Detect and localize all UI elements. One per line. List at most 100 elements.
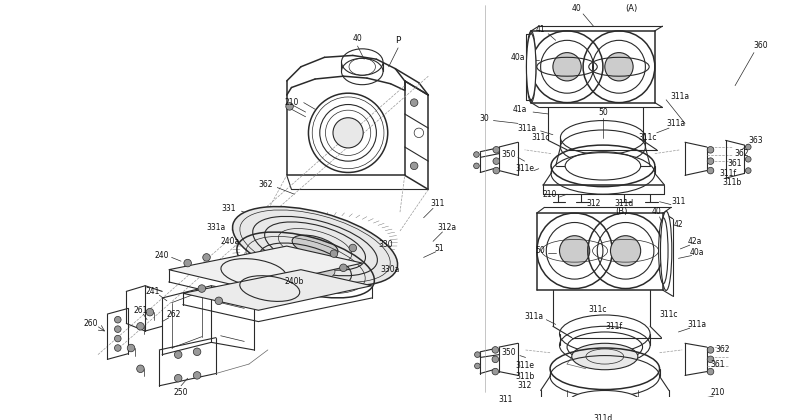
Text: 42: 42 (674, 220, 683, 229)
Text: 240b: 240b (285, 278, 304, 286)
Text: 311a: 311a (670, 92, 690, 102)
Text: 311: 311 (671, 197, 686, 206)
Text: (B): (B) (616, 207, 628, 215)
Text: 350: 350 (502, 348, 516, 357)
Text: 360: 360 (754, 42, 768, 50)
Text: 41: 41 (536, 24, 546, 34)
Circle shape (474, 163, 479, 169)
Text: 311f: 311f (719, 169, 736, 178)
Text: 210: 210 (284, 98, 298, 107)
Text: 40a: 40a (510, 53, 526, 62)
Text: 362: 362 (734, 149, 749, 158)
Ellipse shape (569, 391, 641, 413)
Text: P: P (395, 36, 401, 45)
Circle shape (174, 351, 182, 358)
Text: 362: 362 (715, 345, 730, 354)
Circle shape (137, 323, 144, 330)
Text: 30: 30 (479, 114, 489, 123)
Circle shape (493, 147, 499, 153)
Ellipse shape (526, 34, 536, 100)
Text: 311c: 311c (588, 305, 606, 314)
Text: 311a: 311a (525, 312, 543, 321)
Text: 261: 261 (134, 306, 148, 315)
Circle shape (114, 345, 121, 351)
Circle shape (114, 326, 121, 333)
Text: 311a: 311a (666, 119, 685, 128)
Text: 311: 311 (498, 395, 513, 404)
Circle shape (198, 285, 206, 292)
Text: 50: 50 (598, 108, 608, 117)
Circle shape (349, 244, 357, 252)
Text: 312: 312 (518, 381, 532, 390)
Circle shape (707, 346, 714, 353)
Text: 40: 40 (572, 4, 582, 13)
Ellipse shape (572, 343, 638, 370)
Circle shape (746, 156, 751, 162)
Circle shape (707, 147, 714, 153)
Ellipse shape (661, 211, 672, 291)
Ellipse shape (610, 236, 641, 266)
Text: 40: 40 (353, 34, 362, 43)
Polygon shape (169, 246, 362, 289)
Circle shape (202, 254, 210, 261)
Text: 42a: 42a (687, 237, 702, 246)
Text: 311d: 311d (614, 199, 634, 208)
Circle shape (474, 352, 480, 357)
Text: 240a: 240a (221, 237, 240, 246)
Circle shape (330, 250, 338, 257)
Text: 311c: 311c (531, 133, 550, 142)
Circle shape (194, 348, 201, 356)
Circle shape (174, 375, 182, 382)
Text: 331a: 331a (206, 223, 226, 232)
Circle shape (474, 152, 479, 158)
Text: 311a: 311a (688, 320, 707, 329)
Circle shape (333, 118, 363, 148)
Circle shape (746, 168, 751, 173)
Text: 362: 362 (258, 180, 274, 189)
Circle shape (127, 344, 134, 352)
Text: 311c: 311c (660, 310, 678, 320)
Text: 262: 262 (166, 310, 181, 318)
Ellipse shape (559, 236, 590, 266)
Text: 311d: 311d (594, 414, 613, 420)
Circle shape (286, 102, 294, 110)
Text: 350: 350 (502, 150, 516, 159)
Text: (A): (A) (625, 4, 638, 13)
Circle shape (493, 167, 499, 174)
Text: 240: 240 (155, 251, 170, 260)
Circle shape (410, 99, 418, 106)
Text: 330a: 330a (381, 265, 400, 274)
Circle shape (707, 356, 714, 362)
Circle shape (146, 308, 154, 316)
Text: 40a: 40a (690, 248, 705, 257)
Text: 51: 51 (435, 244, 445, 253)
Text: 361: 361 (728, 158, 742, 168)
Text: 40: 40 (652, 207, 662, 215)
Circle shape (114, 335, 121, 342)
Circle shape (137, 365, 144, 373)
Text: 311: 311 (430, 199, 445, 208)
Text: 311b: 311b (722, 178, 742, 187)
Text: 311b: 311b (515, 372, 534, 381)
Circle shape (339, 264, 347, 272)
Circle shape (194, 372, 201, 379)
Text: 330: 330 (378, 240, 393, 249)
Circle shape (410, 162, 418, 170)
Ellipse shape (233, 207, 398, 286)
Circle shape (707, 368, 714, 375)
Ellipse shape (276, 251, 335, 279)
Text: 210: 210 (711, 388, 726, 397)
Ellipse shape (292, 235, 338, 257)
Text: 363: 363 (749, 136, 763, 145)
Polygon shape (183, 270, 372, 310)
Text: 331: 331 (221, 204, 235, 213)
Text: 260: 260 (83, 319, 98, 328)
Text: 241: 241 (146, 287, 160, 296)
Text: 311e: 311e (515, 164, 534, 173)
Text: 361: 361 (711, 360, 726, 369)
Text: 311e: 311e (515, 362, 534, 370)
Text: 41a: 41a (513, 105, 527, 114)
Text: 312: 312 (586, 199, 601, 208)
Circle shape (492, 346, 498, 353)
Ellipse shape (565, 152, 641, 180)
